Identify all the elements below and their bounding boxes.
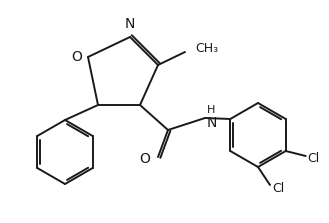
Text: Cl: Cl bbox=[272, 182, 284, 196]
Text: O: O bbox=[71, 50, 82, 64]
Text: N: N bbox=[125, 17, 135, 31]
Text: N: N bbox=[207, 116, 217, 130]
Text: Cl: Cl bbox=[308, 151, 320, 165]
Text: O: O bbox=[139, 152, 150, 166]
Text: H: H bbox=[207, 105, 215, 115]
Text: CH₃: CH₃ bbox=[195, 43, 218, 56]
